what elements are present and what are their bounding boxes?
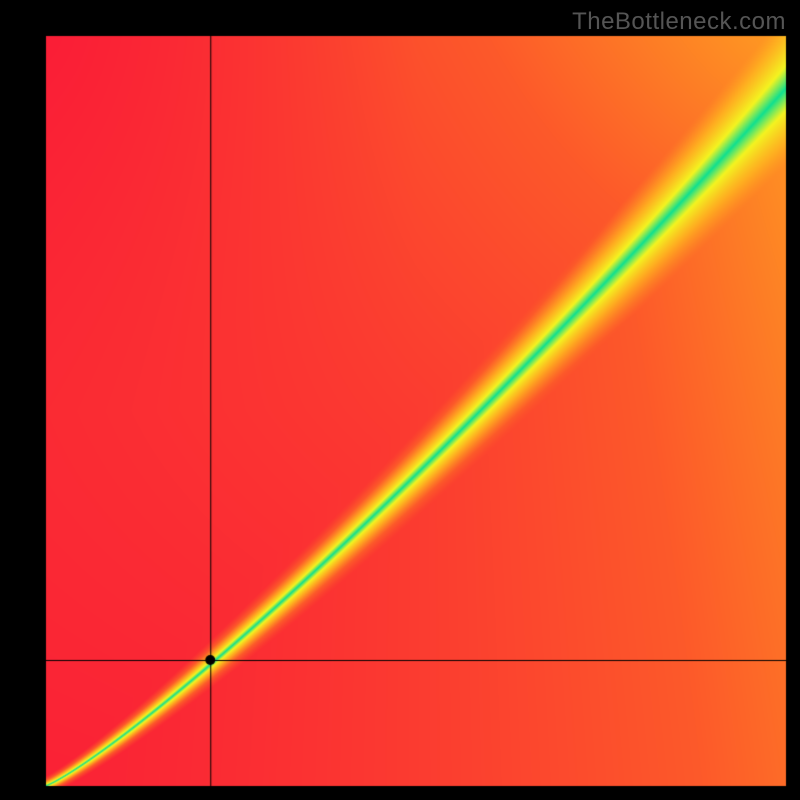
watermark-label: TheBottleneck.com [572, 8, 786, 36]
chart-container: TheBottleneck.com [0, 0, 800, 800]
heatmap-canvas [0, 0, 800, 800]
